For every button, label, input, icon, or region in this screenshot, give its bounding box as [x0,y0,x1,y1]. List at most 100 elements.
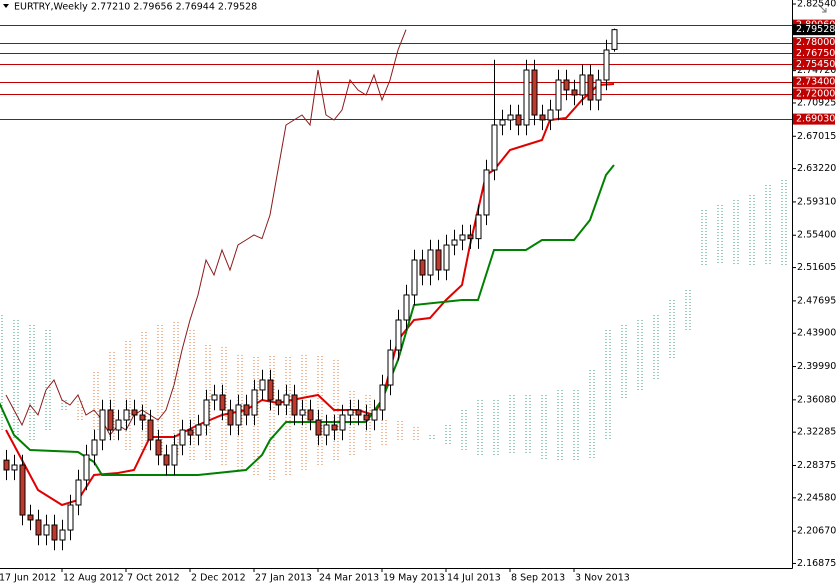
candle-body [339,414,346,431]
candle-body [203,399,210,426]
candle-body [363,414,370,421]
candle-body [147,419,154,441]
y-tick-label: 2.24580 [797,492,836,503]
candle-body [531,69,538,116]
last-price-label: 2.79528 [796,24,835,35]
y-tick-label: 2.70925 [797,97,836,108]
candle-body [547,109,554,121]
candle-body [67,504,74,531]
candle-body [603,49,610,81]
candle-body [219,394,226,411]
candle-body [107,409,114,431]
candle-body [579,74,586,96]
candle-body [283,394,290,406]
x-tick-label: 12 Aug 2012 [63,573,124,584]
y-tick-label: 2.51605 [797,262,836,273]
candle-body [523,69,530,126]
candle-body [467,234,474,240]
candle-body [91,439,98,456]
y-tick-label: 2.32285 [797,427,836,438]
y-tick-label: 2.55400 [797,230,836,241]
candle-body [211,394,218,401]
candle-body [611,29,618,50]
level-label: 2.69030 [796,114,835,125]
level-label-box [793,88,835,100]
candle-body [235,404,242,426]
y-tick-label: 2.43900 [797,328,836,339]
candle-body [51,524,58,541]
candle-body [371,409,378,421]
candle-body [83,454,90,481]
candle-body [251,389,258,416]
y-tick-label: 2.67015 [797,131,836,142]
x-tick-label: 27 Jan 2013 [255,573,312,584]
candle-body [179,429,186,446]
candle-body [443,244,450,271]
candle-body [595,79,602,101]
candle-body [123,409,130,421]
candle-body [19,464,26,516]
last-price-box [793,24,835,36]
candle-body [507,114,514,121]
y-tick-label: 2.39990 [797,361,836,372]
candle-body [227,409,234,426]
candle-body [59,529,66,541]
candle-body [315,419,322,436]
x-tick-label: 2 Dec 2012 [191,573,246,584]
candle-body [475,214,482,240]
candle-body [155,439,162,456]
candle-body [43,524,50,536]
y-tick-label: 2.28375 [797,460,836,471]
y-tick-label: 2.74720 [797,65,836,76]
candle-body [379,384,386,411]
candle-body [419,259,426,276]
candle-body [451,239,458,246]
x-tick-label: 17 Jun 2012 [0,573,56,584]
level-label-box [793,37,835,49]
candle-body [35,519,42,536]
symbol: EURTRY,Weekly [14,2,88,13]
candle-body [331,424,338,431]
candle-body [387,349,394,386]
candle-body [483,169,490,216]
x-tick-label: 7 Oct 2012 [127,573,180,584]
x-tick-label: 24 Mar 2013 [319,573,379,584]
candle-body [403,294,410,321]
candle-body [323,424,330,436]
x-tick-label: 14 Jul 2013 [447,573,501,584]
candle-body [259,379,266,391]
candle-body [75,479,82,506]
candle-body [99,409,106,441]
candle-body [187,429,194,436]
candle-body [299,409,306,416]
candle-body [347,409,354,416]
level-label: 2.72000 [796,88,835,99]
y-tick-label: 2.16875 [797,558,836,569]
level-label-box [793,76,835,88]
y-tick-label: 2.47695 [797,295,836,306]
candle-body [307,409,314,421]
y-tick-label: 2.63220 [797,163,836,174]
candle-body [27,514,34,521]
candle-body [115,419,122,431]
candle-body [275,399,282,406]
candle-body [395,319,402,351]
y-tick-label: 2.20670 [797,526,836,537]
plot-area [0,25,792,551]
level-label: 2.75450 [796,59,835,70]
candle-body [291,394,298,416]
level-label-box [793,113,835,125]
scroll-indicator[interactable] [817,3,827,13]
candle-body [539,114,546,121]
candle-body [459,234,466,241]
candle-body [171,444,178,466]
candle-body [163,454,170,466]
level-label: 2.78000 [796,37,835,48]
candle-body [571,89,578,96]
menu-arrow[interactable] [3,4,9,8]
y-tick-label: 2.59310 [797,196,836,207]
y-tick-label: 2.82540 [797,0,836,9]
ohlc: 2.77210 2.79656 2.76944 2.79528 [91,2,257,13]
candle-body [139,414,146,421]
